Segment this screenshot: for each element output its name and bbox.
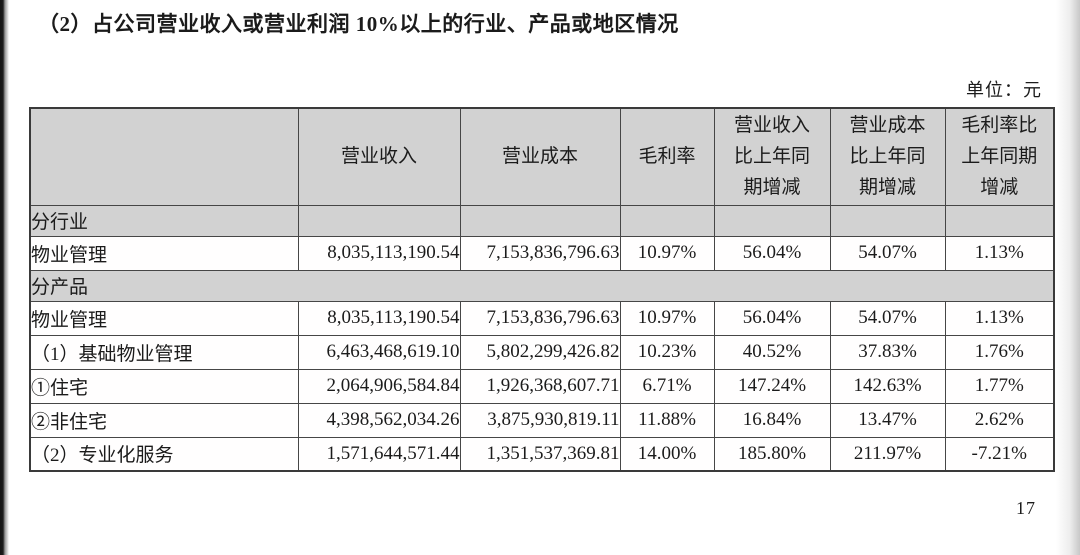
table-header-cell-gross-margin: 毛利率 xyxy=(619,107,715,206)
cell-gross-margin: 10.97% xyxy=(619,235,715,271)
empty-cell xyxy=(944,204,1055,237)
cell-cost-yoy: 142.63% xyxy=(829,368,946,404)
cell-cost: 1,351,537,369.81 xyxy=(459,436,621,472)
cell-revenue-yoy: 16.84% xyxy=(713,402,831,438)
cell-margin-yoy: 1.13% xyxy=(944,235,1055,271)
cell-cost-yoy: 37.83% xyxy=(829,334,946,370)
cell-cost: 3,875,930,819.11 xyxy=(459,402,621,438)
report-section-title: （2）占公司营业收入或营业利润 10%以上的行业、产品或地区情况 xyxy=(38,12,679,36)
cell-margin-yoy: 1.77% xyxy=(944,368,1055,404)
table-header-cell-cost: 营业成本 xyxy=(459,107,621,206)
table-row-professional-services: （2）专业化服务 1,571,644,571.44 1,351,537,369.… xyxy=(29,436,1055,472)
cell-revenue: 2,064,906,584.84 xyxy=(297,368,461,404)
table-header-cell-cost-yoy: 营业成本 比上年同 期增减 xyxy=(829,107,946,206)
unit-label: 单位：元 xyxy=(966,80,1042,100)
scan-edge-left xyxy=(0,0,9,555)
cell-cost-yoy: 211.97% xyxy=(829,436,946,472)
table-header-cell-revenue-yoy: 营业收入 比上年同 期增减 xyxy=(713,107,831,206)
table-row-section-by-product: 分产品 xyxy=(29,269,1055,302)
table-row-basic-property-mgmt: （1）基础物业管理 6,463,468,619.10 5,802,299,426… xyxy=(29,334,1055,370)
empty-cell xyxy=(829,204,946,237)
empty-cell xyxy=(297,204,461,237)
empty-cell xyxy=(459,204,621,237)
row-label: （2）专业化服务 xyxy=(29,436,299,472)
row-label: 物业管理 xyxy=(29,300,299,336)
cell-cost: 5,802,299,426.82 xyxy=(459,334,621,370)
row-label: ②非住宅 xyxy=(29,402,299,438)
cell-revenue: 6,463,468,619.10 xyxy=(297,334,461,370)
cell-revenue-yoy: 56.04% xyxy=(713,300,831,336)
cell-margin-yoy: 1.13% xyxy=(944,300,1055,336)
cell-cost: 1,926,368,607.71 xyxy=(459,368,621,404)
cell-gross-margin: 10.97% xyxy=(619,300,715,336)
cell-revenue-yoy: 56.04% xyxy=(713,235,831,271)
table-header-cell-revenue: 营业收入 xyxy=(297,107,461,206)
cell-cost-yoy: 54.07% xyxy=(829,235,946,271)
table-header-row: 营业收入 营业成本 毛利率 营业收入 比上年同 期增减 营业成本 比上年同 期增… xyxy=(29,107,1055,206)
cell-revenue-yoy: 147.24% xyxy=(713,368,831,404)
cell-margin-yoy: 1.76% xyxy=(944,334,1055,370)
row-label: 分产品 xyxy=(29,269,1055,302)
scan-edge-right xyxy=(1056,0,1080,555)
table-row-non-residential: ②非住宅 4,398,562,034.26 3,875,930,819.11 1… xyxy=(29,402,1055,438)
cell-margin-yoy: -7.21% xyxy=(944,436,1055,472)
cell-gross-margin: 6.71% xyxy=(619,368,715,404)
page-number: 17 xyxy=(1016,498,1036,518)
table-row-section-by-industry: 分行业 xyxy=(29,204,1055,237)
empty-cell xyxy=(619,204,715,237)
row-label: 物业管理 xyxy=(29,235,299,271)
cell-revenue: 8,035,113,190.54 xyxy=(297,300,461,336)
cell-cost: 7,153,836,796.63 xyxy=(459,300,621,336)
cell-cost-yoy: 54.07% xyxy=(829,300,946,336)
cell-revenue: 4,398,562,034.26 xyxy=(297,402,461,438)
table-header-cell-margin-yoy: 毛利率比 上年同期 增减 xyxy=(944,107,1055,206)
row-label: 分行业 xyxy=(29,204,299,237)
empty-cell xyxy=(713,204,831,237)
cell-gross-margin: 14.00% xyxy=(619,436,715,472)
row-label: （1）基础物业管理 xyxy=(29,334,299,370)
table-row-residential: ①住宅 2,064,906,584.84 1,926,368,607.71 6.… xyxy=(29,368,1055,404)
cell-revenue-yoy: 185.80% xyxy=(713,436,831,472)
cell-cost: 7,153,836,796.63 xyxy=(459,235,621,271)
cell-cost-yoy: 13.47% xyxy=(829,402,946,438)
cell-gross-margin: 10.23% xyxy=(619,334,715,370)
financial-table: 营业收入 营业成本 毛利率 营业收入 比上年同 期增减 营业成本 比上年同 期增… xyxy=(29,107,1055,472)
table-header-cell-empty xyxy=(29,107,299,206)
cell-revenue: 1,571,644,571.44 xyxy=(297,436,461,472)
row-label: ①住宅 xyxy=(29,368,299,404)
cell-revenue: 8,035,113,190.54 xyxy=(297,235,461,271)
cell-gross-margin: 11.88% xyxy=(619,402,715,438)
cell-margin-yoy: 2.62% xyxy=(944,402,1055,438)
cell-revenue-yoy: 40.52% xyxy=(713,334,831,370)
table-row-property-mgmt-industry: 物业管理 8,035,113,190.54 7,153,836,796.63 1… xyxy=(29,235,1055,271)
table-row-property-mgmt-product: 物业管理 8,035,113,190.54 7,153,836,796.63 1… xyxy=(29,300,1055,336)
